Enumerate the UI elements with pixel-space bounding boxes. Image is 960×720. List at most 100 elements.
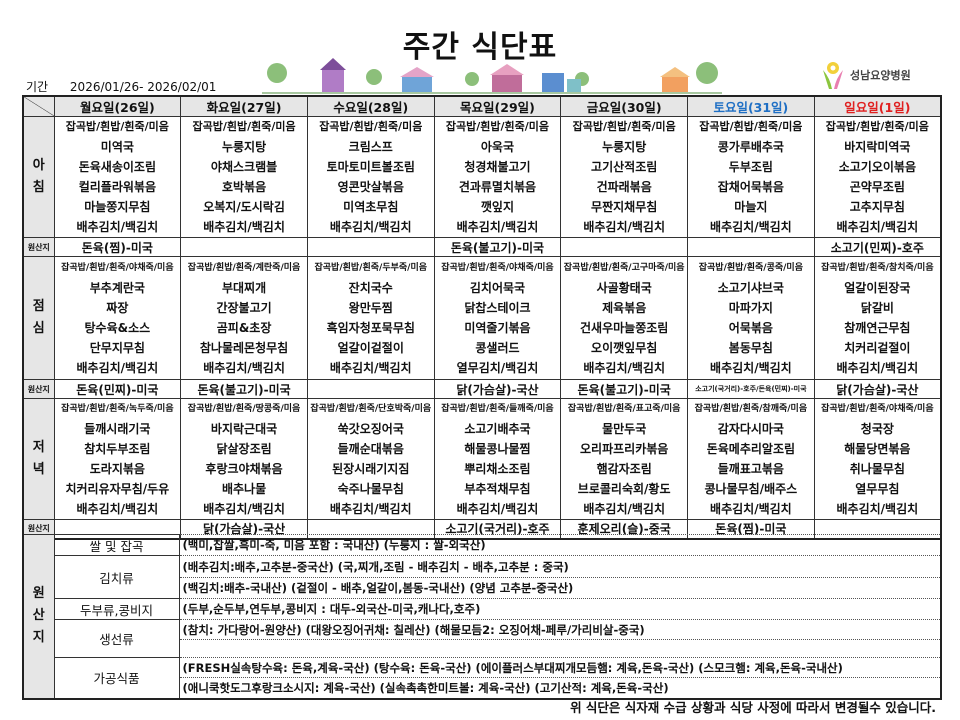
menu-item: 봄동무침 bbox=[728, 341, 773, 355]
menu-item: 잡곡밥/흰밥/흰죽/단호박죽/미음 bbox=[310, 404, 432, 414]
menu-item: 잡곡밥/흰밥/흰죽/땅콩죽/미음 bbox=[187, 404, 301, 414]
menu-item: 돈육새송이조림 bbox=[78, 160, 156, 174]
menu-item: 배추김치/백김치 bbox=[456, 220, 539, 234]
origin-row-label: 원산지 bbox=[22, 237, 55, 257]
menu-item: 잡곡밥/흰밥/흰죽/참깨죽/미음 bbox=[694, 404, 808, 414]
menu-item: 오리파프리카볶음 bbox=[580, 442, 669, 456]
menu-item: 잔치국수 bbox=[348, 281, 393, 295]
menu-item: 부대찌개 bbox=[221, 281, 267, 295]
menu-cell: 잡곡밥/흰밥/흰죽/땅콩죽/미음 바지락근대국 닭살장조림 후랑크야채볶음 배추나물 배추… bbox=[180, 398, 308, 520]
menu-cell: 잡곡밥/흰밥/흰죽/참깨죽/미음 감자다시마국 돈육메추리알조림 들깨표고볶음 콩나물무… bbox=[687, 398, 815, 520]
menu-item: 곤약무조림 bbox=[849, 180, 905, 194]
menu-item: 된장시래기지짐 bbox=[332, 462, 410, 476]
menu-item: 숙주나물무침 bbox=[337, 482, 404, 496]
menu-item: 배추김치/백김치 bbox=[583, 361, 665, 375]
menu-item: 부추계란국 bbox=[89, 281, 145, 295]
menu-item: 미역국 bbox=[100, 140, 134, 154]
menu-item: 배추김치/백김치 bbox=[203, 361, 285, 375]
menu-item: 들깨시래기국 bbox=[84, 422, 151, 436]
menu-item: 배추김치/백김치 bbox=[76, 361, 159, 375]
menu-cell: 잡곡밥/흰밥/흰죽/참치죽/미음 얼갈이된장국 닭갈비 참깨연근무침 치커리겉절이 배추김… bbox=[813, 256, 942, 380]
menu-item: 무짠지채무침 bbox=[591, 200, 658, 214]
menu-item: 얼갈이겉절이 bbox=[337, 341, 404, 355]
origin-table: 원산지 쌀 및 잡곡 (백미,찹쌀,흑미-죽, 미음 포함 : 국내산) (누룽지 … bbox=[22, 534, 942, 700]
menu-item: 참깨연근무침 bbox=[844, 321, 911, 335]
menu-item: 닭살장조림 bbox=[216, 442, 272, 456]
menu-cell: 잡곡밥/흰밥/흰죽/콩죽/미음 소고기샤브국 마파가지 어묵볶음 봄동무침 배추김치/백김… bbox=[687, 256, 815, 380]
menu-item: 배추김치/백김치 bbox=[329, 220, 412, 234]
meal-label-text: 점심 bbox=[32, 299, 45, 336]
corner-cell bbox=[22, 95, 55, 117]
menu-item: 치커리유자무침/두유 bbox=[65, 482, 170, 496]
day-header: 목요일(29일) bbox=[433, 95, 562, 117]
menu-item: 배추김치/백김치 bbox=[76, 502, 159, 516]
origin-detail: (배추김치:배추,고추분-중국산) (국,찌개,조림 - 배추김치 - 배추,고… bbox=[178, 555, 942, 578]
menu-item: 소고기배추국 bbox=[464, 422, 531, 436]
day-header: 월요일(26일) bbox=[53, 95, 182, 117]
menu-item: 배추김치/백김치 bbox=[203, 220, 285, 234]
menu-item: 어묵볶음 bbox=[728, 321, 773, 335]
menu-item: 닭찹스테이크 bbox=[464, 301, 531, 315]
origin-cell: 닭(가슴살)-국산 bbox=[813, 379, 942, 399]
menu-item: 왕만두찜 bbox=[348, 301, 393, 315]
menu-item: 잡곡밥/흰밥/흰죽/야채죽/미음 bbox=[61, 263, 174, 273]
menu-cell: 잡곡밥/흰밥/흰죽/미음 바지락미역국 소고기오이볶음 곤약무조림 고추지무침 배추김치/… bbox=[813, 116, 942, 238]
menu-item: 소고기오이볶음 bbox=[838, 160, 916, 174]
menu-item: 두부조림 bbox=[728, 160, 773, 174]
origin-cell: 돈육(찜)-미국 bbox=[53, 237, 182, 257]
origin-section-label: 원산지 bbox=[22, 534, 55, 699]
menu-cell: 잡곡밥/흰밥/흰죽/두부죽/미음 잔치국수 왕만두찜 흑임자청포묵무침 얼갈이겉절이 배추… bbox=[306, 256, 435, 380]
origin-section-row: 원산지 쌀 및 잡곡 (백미,찹쌀,흑미-죽, 미음 포함 : 국내산) (누룽지 … bbox=[22, 534, 942, 699]
menu-item: 배추김치/백김치 bbox=[456, 502, 539, 516]
menu-item: 브로콜리숙회/황도 bbox=[577, 482, 671, 496]
meal-label-text: 저녁 bbox=[32, 440, 45, 477]
origin-section-row: 두부류,콩비지 (두부,순두부,연두부,콩비지 : 대두-외국산-미국,캐나다,호… bbox=[23, 598, 942, 620]
origin-detail bbox=[178, 639, 942, 658]
menu-item: 배추나물 bbox=[221, 482, 267, 496]
menu-item: 잡곡밥/흰밥/흰죽/녹두죽/미음 bbox=[61, 404, 174, 414]
menu-item: 잡곡밥/흰밥/흰죽/두부죽/미음 bbox=[314, 263, 428, 273]
menu-item: 마파가지 bbox=[728, 301, 773, 315]
menu-cell: 잡곡밥/흰밥/흰죽/고구마죽/미음 사골황태국 제육볶음 건새우마늘쫑조림 오이깻잎무침… bbox=[560, 256, 689, 380]
menu-item: 짜장 bbox=[106, 301, 129, 315]
menu-item: 영콘맛살볶음 bbox=[337, 180, 404, 194]
hospital-logo: 성남요양병원 bbox=[820, 60, 911, 90]
meal-row-1: 점심 잡곡밥/흰밥/흰죽/야채죽/미음 부추계란국 짜장 탕수육&소스 단무지무침 배추김치… bbox=[22, 256, 942, 380]
origin-section-row: (백김치:배추-국내산) (겉절이 - 배추,얼갈이,봄동-국내산) (양념 고… bbox=[23, 577, 942, 599]
menu-item: 호박볶음 bbox=[221, 180, 267, 194]
menu-item: 잡곡밥/흰밥/흰죽/들깨죽/미음 bbox=[441, 404, 554, 414]
meal-label: 아침 bbox=[22, 116, 55, 238]
menu-item: 아욱국 bbox=[480, 140, 515, 154]
menu-item: 잡곡밥/흰밥/흰죽/미음 bbox=[572, 120, 676, 133]
origin-cell bbox=[180, 237, 308, 257]
period-label: 기간 bbox=[26, 80, 49, 94]
menu-item: 돈육메추리알조림 bbox=[706, 442, 796, 456]
menu-item: 누룽지탕 bbox=[221, 140, 267, 154]
menu-item: 단무지무침 bbox=[89, 341, 145, 355]
menu-item: 고기산적조림 bbox=[591, 160, 658, 174]
origin-section-row: 생선류 (참치: 가다랑어-원양산) (대왕오징어귀채: 칠레산) (해물모듬2:… bbox=[23, 619, 942, 658]
origin-detail: (FRESH실속탕수육: 돈육,계육-국산) (탕수육: 돈육-국산) (에이플… bbox=[178, 657, 942, 678]
menu-item: 잡곡밥/흰밥/흰죽/미음 bbox=[825, 120, 929, 133]
menu-item: 배추김치/백김치 bbox=[710, 220, 792, 234]
origin-detail: (애니쿡핫도그후랑크소시지: 계육-국산) (실속촉촉한미트볼: 계육-국산) … bbox=[178, 677, 942, 699]
menu-cell: 잡곡밥/흰밥/흰죽/녹두죽/미음 들깨시래기국 참치두부조림 도라지볶음 치커리유자무침… bbox=[53, 398, 182, 520]
menu-item: 미역줄기볶음 bbox=[464, 321, 531, 335]
menu-item: 흑임자청포묵무침 bbox=[326, 321, 415, 335]
origin-category: 가공식품 bbox=[53, 657, 180, 699]
meal-label: 점심 bbox=[22, 256, 55, 380]
footer-note: 위 식단은 식자재 수급 상황과 식당 사정에 따라서 변경될수 있습니다. bbox=[570, 700, 936, 715]
origin-category: 김치류 bbox=[53, 555, 180, 599]
menu-item: 배추김치/백김치 bbox=[836, 220, 919, 234]
origin-cell: 돈육(불고기)-미국 bbox=[560, 379, 689, 399]
menu-item: 고추지무침 bbox=[849, 200, 905, 214]
menu-item: 소고기샤브국 bbox=[717, 281, 784, 295]
menu-item: 토마토미트볼조림 bbox=[326, 160, 415, 174]
menu-item: 배추김치/백김치 bbox=[710, 361, 792, 375]
origin-row: 원산지 돈육(찜)-미국 돈육(불고기)-미국 소고기(민찌)-호주 bbox=[22, 237, 942, 257]
menu-item: 마늘지 bbox=[734, 200, 768, 214]
menu-item: 크림스프 bbox=[348, 140, 393, 154]
menu-item: 해물당면볶음 bbox=[844, 442, 911, 456]
menu-cell: 잡곡밥/흰밥/흰죽/표고죽/미음 물만두국 오리파프리카볶음 햄감자조림 브로콜리숙회/… bbox=[560, 398, 689, 520]
origin-category: 쌀 및 잡곡 bbox=[53, 534, 180, 556]
